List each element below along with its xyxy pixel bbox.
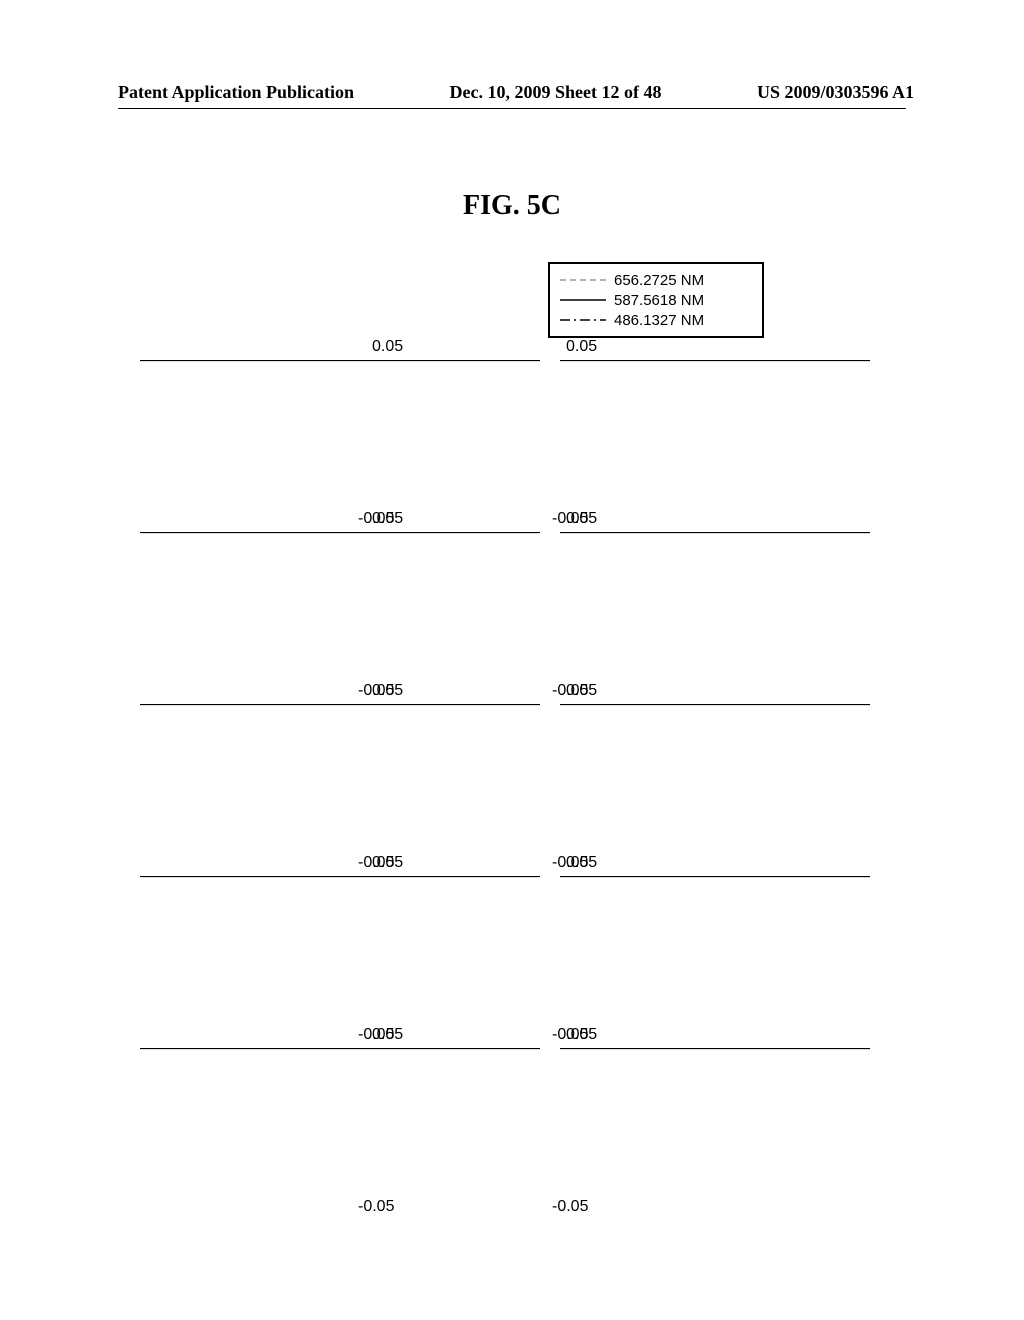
aberration-chart-right: 0.05-0.05: [560, 704, 870, 854]
aberration-chart-left: 0.05-0.05: [140, 876, 540, 1026]
axis-label-top: 0.05: [372, 682, 403, 700]
legend-label: 587.5618 NM: [614, 292, 704, 309]
legend-item: 656.2725 NM: [560, 272, 752, 289]
axis-label-top: 0.05: [372, 1026, 403, 1044]
legend-swatch-solid: [560, 294, 606, 306]
legend-label: 656.2725 NM: [614, 272, 704, 289]
aberration-chart-left: 0.05-0.05: [140, 360, 540, 510]
axis-label-top: 0.05: [566, 1026, 597, 1044]
chart-row: 0.05-0.050.05-0.05: [140, 1048, 870, 1220]
aberration-chart-left: 0.05-0.05: [140, 532, 540, 682]
axis-label-top: 0.05: [566, 854, 597, 872]
axis-label-top: 0.05: [566, 682, 597, 700]
legend-item: 486.1327 NM: [560, 312, 752, 329]
header-center: Dec. 10, 2009 Sheet 12 of 48: [450, 82, 662, 103]
chart-row: 0.05-0.050.05-0.05: [140, 360, 870, 532]
axis-label-bottom: -0.05: [552, 1198, 588, 1216]
axis-label-bottom: -0.05: [358, 1198, 394, 1216]
aberration-chart-right: 0.05-0.05: [560, 876, 870, 1026]
chart-row: 0.05-0.050.05-0.05: [140, 876, 870, 1048]
page-header: Patent Application Publication Dec. 10, …: [0, 82, 1024, 103]
chart-row: 0.05-0.050.05-0.05: [140, 704, 870, 876]
chart-row: 0.05-0.050.05-0.05: [140, 532, 870, 704]
figure-title: FIG. 5C: [0, 190, 1024, 222]
axis-label-top: 0.05: [372, 338, 403, 356]
aberration-chart-right: 0.05-0.05: [560, 360, 870, 510]
aberration-chart-left: 0.05-0.05: [140, 1048, 540, 1198]
legend-swatch-dashed: [560, 274, 606, 286]
header-left: Patent Application Publication: [118, 82, 354, 103]
legend-label: 486.1327 NM: [614, 312, 704, 329]
legend-swatch-dashdot: [560, 314, 606, 326]
header-rule: [118, 108, 906, 109]
axis-label-top: 0.05: [372, 510, 403, 528]
header-right: US 2009/0303596 A1: [757, 82, 914, 103]
axis-label-top: 0.05: [372, 854, 403, 872]
axis-label-top: 0.05: [566, 338, 597, 356]
aberration-chart-right: 0.05-0.05: [560, 1048, 870, 1198]
aberration-chart-left: 0.05-0.05: [140, 704, 540, 854]
legend: 656.2725 NM 587.5618 NM 486.1327 NM: [548, 262, 764, 338]
axis-label-top: 0.05: [566, 510, 597, 528]
charts-area: 0.05-0.050.05-0.050.05-0.050.05-0.050.05…: [140, 360, 870, 1220]
aberration-chart-right: 0.05-0.05: [560, 532, 870, 682]
legend-item: 587.5618 NM: [560, 292, 752, 309]
